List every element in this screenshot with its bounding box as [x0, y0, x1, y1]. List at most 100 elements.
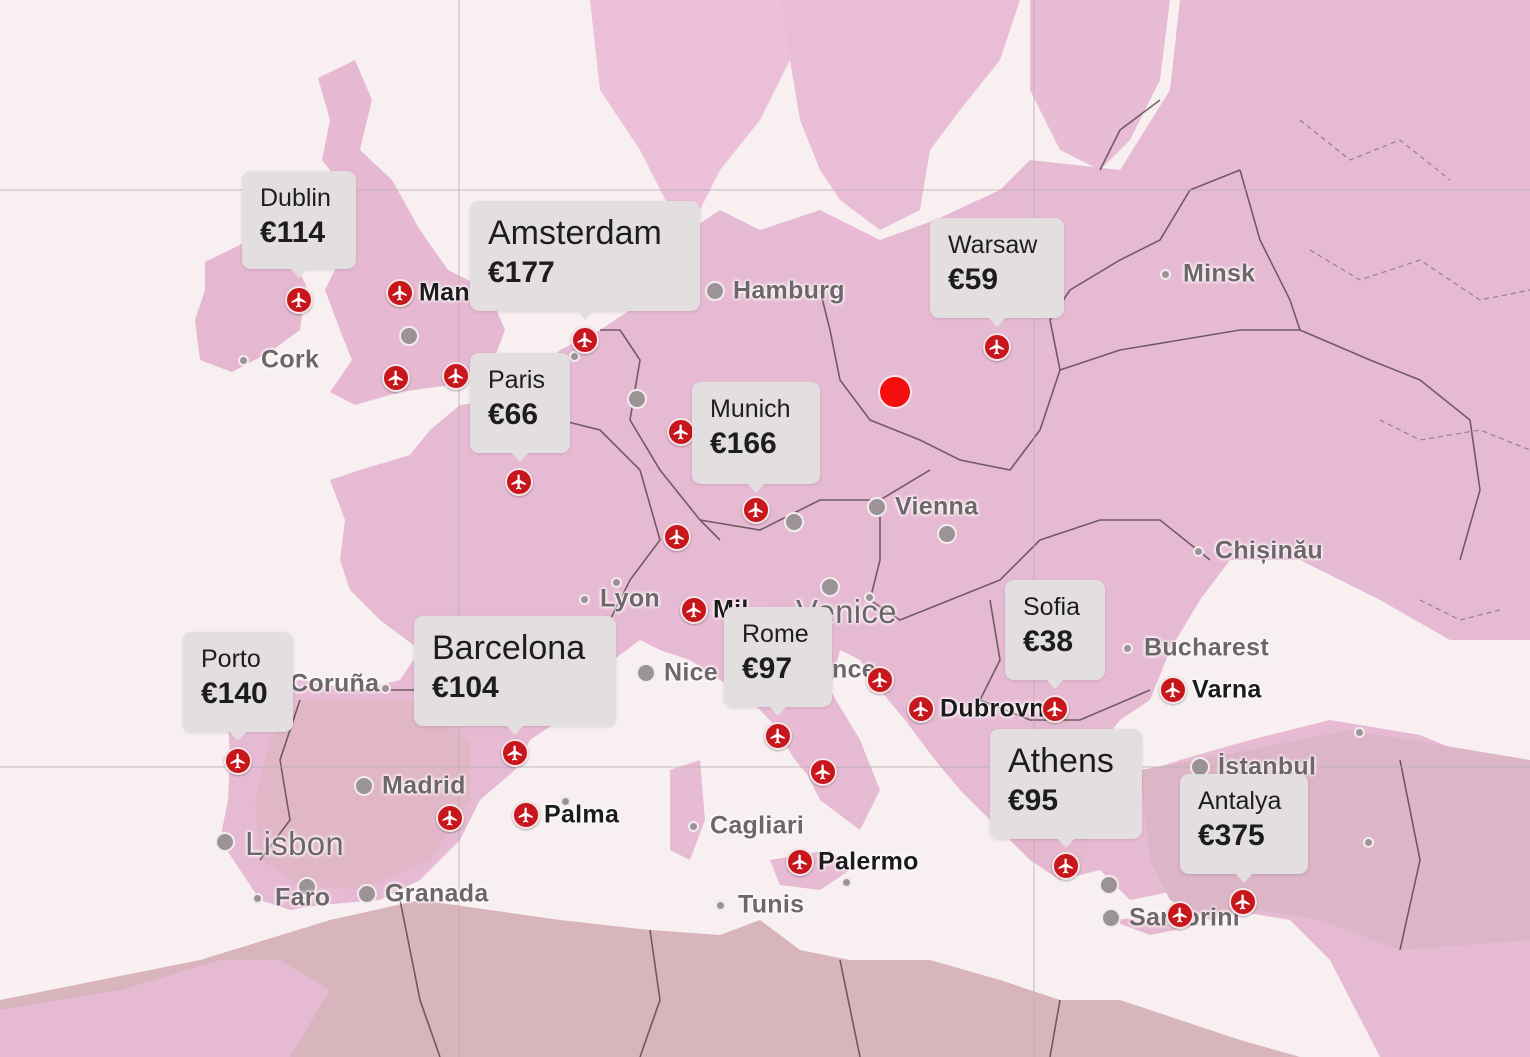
airport-label[interactable]: Palermo: [818, 847, 919, 876]
origin-location-dot: [878, 375, 912, 409]
city-dot: [820, 577, 840, 597]
city-dot: [937, 524, 957, 544]
airplane-icon[interactable]: [512, 801, 540, 829]
destination-city: Barcelona: [432, 629, 586, 667]
city-label: Bucharest: [1144, 633, 1269, 662]
city-dot: [840, 876, 852, 888]
destination-price: €97: [742, 652, 793, 685]
airplane-icon[interactable]: [742, 496, 770, 524]
price-card-porto[interactable]: Porto €140: [183, 632, 293, 741]
airplane-icon[interactable]: [571, 326, 599, 354]
city-label: Nice: [664, 658, 719, 687]
city-dot: [399, 326, 419, 346]
price-card-antalya[interactable]: Antalya €375: [1180, 774, 1308, 883]
destination-price: €66: [488, 398, 539, 431]
airplane-icon[interactable]: [680, 596, 708, 624]
airplane-icon[interactable]: [1041, 695, 1069, 723]
city-dot: [863, 591, 875, 603]
airplane-icon[interactable]: [866, 666, 894, 694]
city-dot: [627, 389, 647, 409]
destination-price: €166: [710, 427, 777, 460]
destination-city: Antalya: [1198, 787, 1282, 815]
airplane-icon[interactable]: [382, 364, 410, 392]
city-dot: [1121, 642, 1133, 654]
destination-city: Paris: [488, 366, 545, 394]
price-card-dublin[interactable]: Dublin €114: [242, 171, 356, 278]
city-dot: [297, 877, 317, 897]
airport-label[interactable]: Varna: [1192, 675, 1262, 704]
airport-label[interactable]: Palma: [544, 800, 620, 829]
city-dot: [379, 682, 391, 694]
destination-city: Rome: [742, 620, 809, 648]
city-dot: [251, 892, 263, 904]
airplane-icon[interactable]: [809, 758, 837, 786]
airplane-icon[interactable]: [436, 804, 464, 832]
city-dot: [610, 576, 622, 588]
airport-label[interactable]: Dubrovn: [940, 694, 1045, 723]
airplane-icon[interactable]: [505, 468, 533, 496]
destination-price: €114: [260, 216, 326, 249]
destination-city: Dublin: [260, 184, 331, 212]
city-label: Vienna: [895, 492, 979, 521]
city-dot: [636, 663, 656, 683]
city-label: Minsk: [1183, 259, 1256, 288]
price-card-amsterdam[interactable]: Amsterdam €177: [470, 201, 700, 320]
destination-price: €177: [488, 256, 555, 289]
destination-city: Warsaw: [948, 231, 1038, 259]
city-label: Chișinău: [1215, 536, 1323, 565]
destination-price: €140: [201, 677, 268, 710]
destination-price: €104: [432, 671, 499, 704]
city-dot: [1159, 268, 1171, 280]
price-card-athens[interactable]: Athens €95: [990, 729, 1142, 848]
airplane-icon[interactable]: [285, 286, 313, 314]
city-dot: [705, 281, 725, 301]
airplane-icon[interactable]: [764, 722, 792, 750]
destination-price: €375: [1198, 819, 1265, 852]
price-card-rome[interactable]: Rome €97: [724, 607, 832, 716]
price-card-munich[interactable]: Munich €166: [692, 382, 820, 493]
airplane-icon[interactable]: [386, 279, 414, 307]
airplane-icon[interactable]: [1229, 888, 1257, 916]
price-card-warsaw[interactable]: Warsaw €59: [930, 218, 1064, 327]
city-dot: [687, 820, 699, 832]
airplane-icon[interactable]: [983, 333, 1011, 361]
destination-price: €38: [1023, 625, 1074, 658]
city-dot: [867, 497, 887, 517]
price-card-sofia[interactable]: Sofia €38: [1005, 580, 1105, 689]
airplane-icon[interactable]: [663, 523, 691, 551]
city-label: Cork: [261, 345, 320, 374]
city-label: Tunis: [738, 890, 805, 919]
airplane-icon[interactable]: [224, 747, 252, 775]
airport-label[interactable]: Man: [419, 278, 470, 307]
city-label: Hamburg: [733, 276, 845, 305]
city-dot: [1362, 836, 1374, 848]
airplane-icon[interactable]: [667, 418, 695, 446]
airplane-icon[interactable]: [786, 848, 814, 876]
airplane-icon[interactable]: [442, 362, 470, 390]
city-dot: [559, 795, 571, 807]
destination-price: €59: [948, 263, 999, 296]
destination-city: Porto: [201, 645, 261, 673]
airplane-icon[interactable]: [1166, 901, 1194, 929]
city-label: Granada: [385, 879, 489, 908]
city-dot: [1099, 875, 1119, 895]
price-card-paris[interactable]: Paris €66: [470, 353, 570, 462]
city-label: Cagliari: [710, 811, 805, 840]
city-dot: [237, 354, 249, 366]
city-dot: [1353, 726, 1365, 738]
airplane-icon[interactable]: [1159, 676, 1187, 704]
price-card-barcelona[interactable]: Barcelona €104: [414, 616, 616, 735]
destination-city: Amsterdam: [488, 214, 662, 252]
airplane-icon[interactable]: [1052, 852, 1080, 880]
city-dot: [354, 776, 374, 796]
destination-city: Athens: [1008, 742, 1114, 780]
airplane-icon[interactable]: [501, 739, 529, 767]
destination-city: Sofia: [1023, 593, 1080, 621]
destination-price: €95: [1008, 784, 1059, 817]
city-dot: [784, 512, 804, 532]
city-dot: [1101, 908, 1121, 928]
city-dot: [714, 899, 726, 911]
airplane-icon[interactable]: [907, 695, 935, 723]
city-label: Madrid: [382, 771, 466, 800]
